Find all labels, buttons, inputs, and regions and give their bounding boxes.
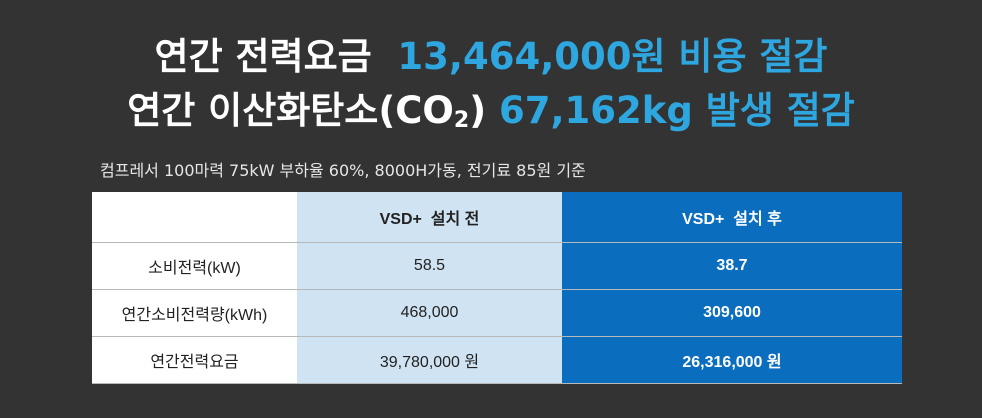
header-row: VSD+ 설치 전 VSD+ 설치 후 (92, 192, 902, 243)
comparison-table: VSD+ 설치 전 VSD+ 설치 후 소비전력(kW) 58.5 38.7 연간소비… (92, 192, 902, 384)
table-cell: 38.7 (562, 242, 902, 290)
table-cell: 58.5 (297, 242, 562, 290)
table-row: 소비전력(kW) 58.5 38.7 (92, 242, 902, 290)
subtitle: 컴프레서 100마력 75kW 부하율 60%, 8000H가동, 전기료 85… (100, 161, 586, 180)
headline-2: 연간 이산화탄소(CO2) 67,162kg 발생 절감 (0, 80, 982, 134)
table-cell: 39,780,000 원 (297, 336, 562, 384)
table-row: 연간전력요금 39,780,000 원 26,316,000 원 (92, 336, 902, 384)
header-cell (92, 192, 297, 243)
headline-label: 연간 전력요금 (154, 35, 372, 78)
table-row: 연간소비전력량(kWh) 468,000 309,600 (92, 289, 902, 337)
subscript: 2 (453, 108, 470, 133)
headline-label: ) (469, 89, 487, 132)
headline-1: 연간 전력요금 13,464,000원 비용 절감 (0, 26, 982, 80)
header-cell: VSD+ 설치 후 (562, 192, 902, 243)
headline-label: 연간 이산화탄소(CO (127, 89, 454, 132)
headline-value: 13,464,000원 비용 절감 (397, 35, 828, 78)
table-body: 소비전력(kW) 58.5 38.7 연간소비전력량(kWh) 468,000 309,6… (92, 242, 902, 384)
header-cell: VSD+ 설치 전 (297, 192, 562, 243)
table-cell: 468,000 (297, 289, 562, 337)
table-cell: 309,600 (562, 289, 902, 337)
table-cell: 26,316,000 원 (562, 336, 902, 384)
table-cell: 연간전력요금 (92, 336, 297, 384)
table-cell: 소비전력(kW) (92, 242, 297, 290)
table-cell: 연간소비전력량(kWh) (92, 289, 297, 337)
headline-value: 67,162kg 발생 절감 (499, 89, 855, 132)
